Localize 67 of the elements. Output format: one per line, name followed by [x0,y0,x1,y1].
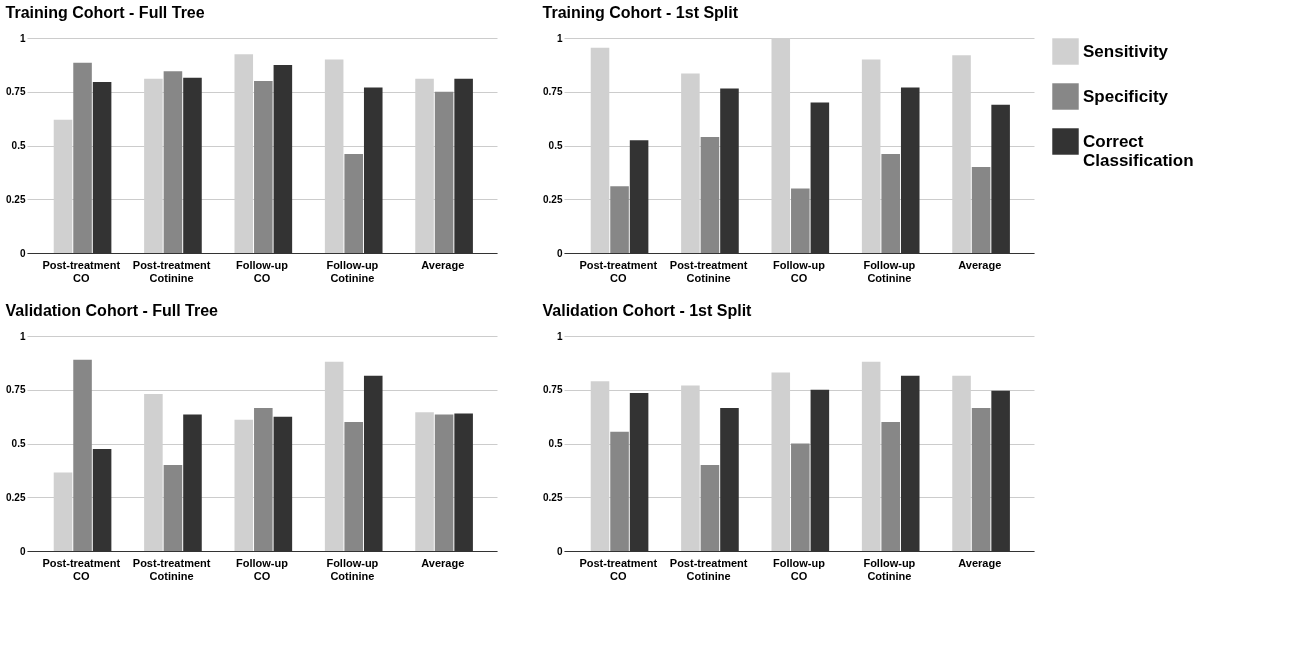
x-tick-label: Average [421,258,465,271]
x-tick-label: Post-treatment CO [42,556,121,582]
y-tick-label: 0.25 [543,193,563,205]
bar [881,154,900,253]
y-tick-label: 0.5 [11,438,26,449]
x-tick-label: Follow-up CO [773,556,826,582]
y-tick-label: 0.75 [6,384,26,396]
bar [163,465,183,551]
y-tick-label: 0.75 [6,86,26,98]
chart-title: Validation Cohort - Full Tree [5,302,219,319]
bar [344,154,363,253]
x-tick-label: Follow-up Cotinine [863,258,916,284]
bar [254,81,273,253]
y-tick-label: 0.25 [6,491,26,503]
y-tick-label: 0 [19,545,26,557]
legend-label: Correct Classification [1083,131,1194,170]
x-tick-label: Post-treatment Cotinine [132,258,211,284]
y-tick-label: 0 [19,247,26,259]
y-tick-label: 0.25 [6,193,26,205]
x-tick-label: Post-treatment CO [42,258,121,284]
x-tick-label: Follow-up CO [236,258,289,284]
x-tick-label: Average [958,258,1002,271]
bar [434,414,454,551]
y-tick-label: 0 [556,247,563,259]
y-tick-label: 0.75 [543,86,563,98]
x-tick-label: Follow-up CO [773,258,826,284]
bar [163,71,183,253]
x-tick-label: Follow-up Cotinine [863,556,916,582]
y-tick-label: 0.75 [543,384,563,396]
bar [73,359,92,551]
x-tick-label: Average [958,556,1002,569]
chart-title: Training Cohort - Full Tree [5,4,205,21]
x-tick-label: Average [421,556,465,569]
y-tick-label: 1 [556,32,563,44]
bar [700,465,720,551]
x-tick-label: Post-treatment CO [579,258,658,284]
bar [254,408,273,551]
bar [881,422,900,551]
x-tick-label: Follow-up Cotinine [326,258,379,284]
y-tick-label: 0.5 [11,140,26,151]
x-tick-label: Post-treatment Cotinine [669,258,748,284]
bar [344,422,363,551]
y-tick-label: 0.5 [548,438,563,449]
bar [610,186,629,253]
chart-title: Training Cohort - 1st Split [542,4,739,21]
bar [434,91,454,253]
y-tick-label: 0.25 [543,491,563,503]
bar [791,188,810,253]
y-tick-label: 0 [556,545,563,557]
x-tick-label: Follow-up CO [236,556,289,582]
bar [791,443,810,551]
x-tick-label: Post-treatment CO [579,556,658,582]
bar [971,167,991,253]
legend-label: Specificity [1083,86,1169,106]
x-tick-label: Post-treatment Cotinine [669,556,748,582]
y-tick-label: 1 [19,330,26,342]
bar [700,136,720,253]
chart-title: Validation Cohort - 1st Split [542,302,753,319]
legend-label: Sensitivity [1083,41,1169,61]
bar [610,431,629,551]
bar [73,62,92,253]
y-tick-label: 1 [19,32,26,44]
y-tick-label: 0.5 [548,140,563,151]
x-tick-label: Follow-up Cotinine [326,556,379,582]
bar [971,408,991,551]
y-tick-label: 1 [556,330,563,342]
x-tick-label: Post-treatment Cotinine [132,556,211,582]
